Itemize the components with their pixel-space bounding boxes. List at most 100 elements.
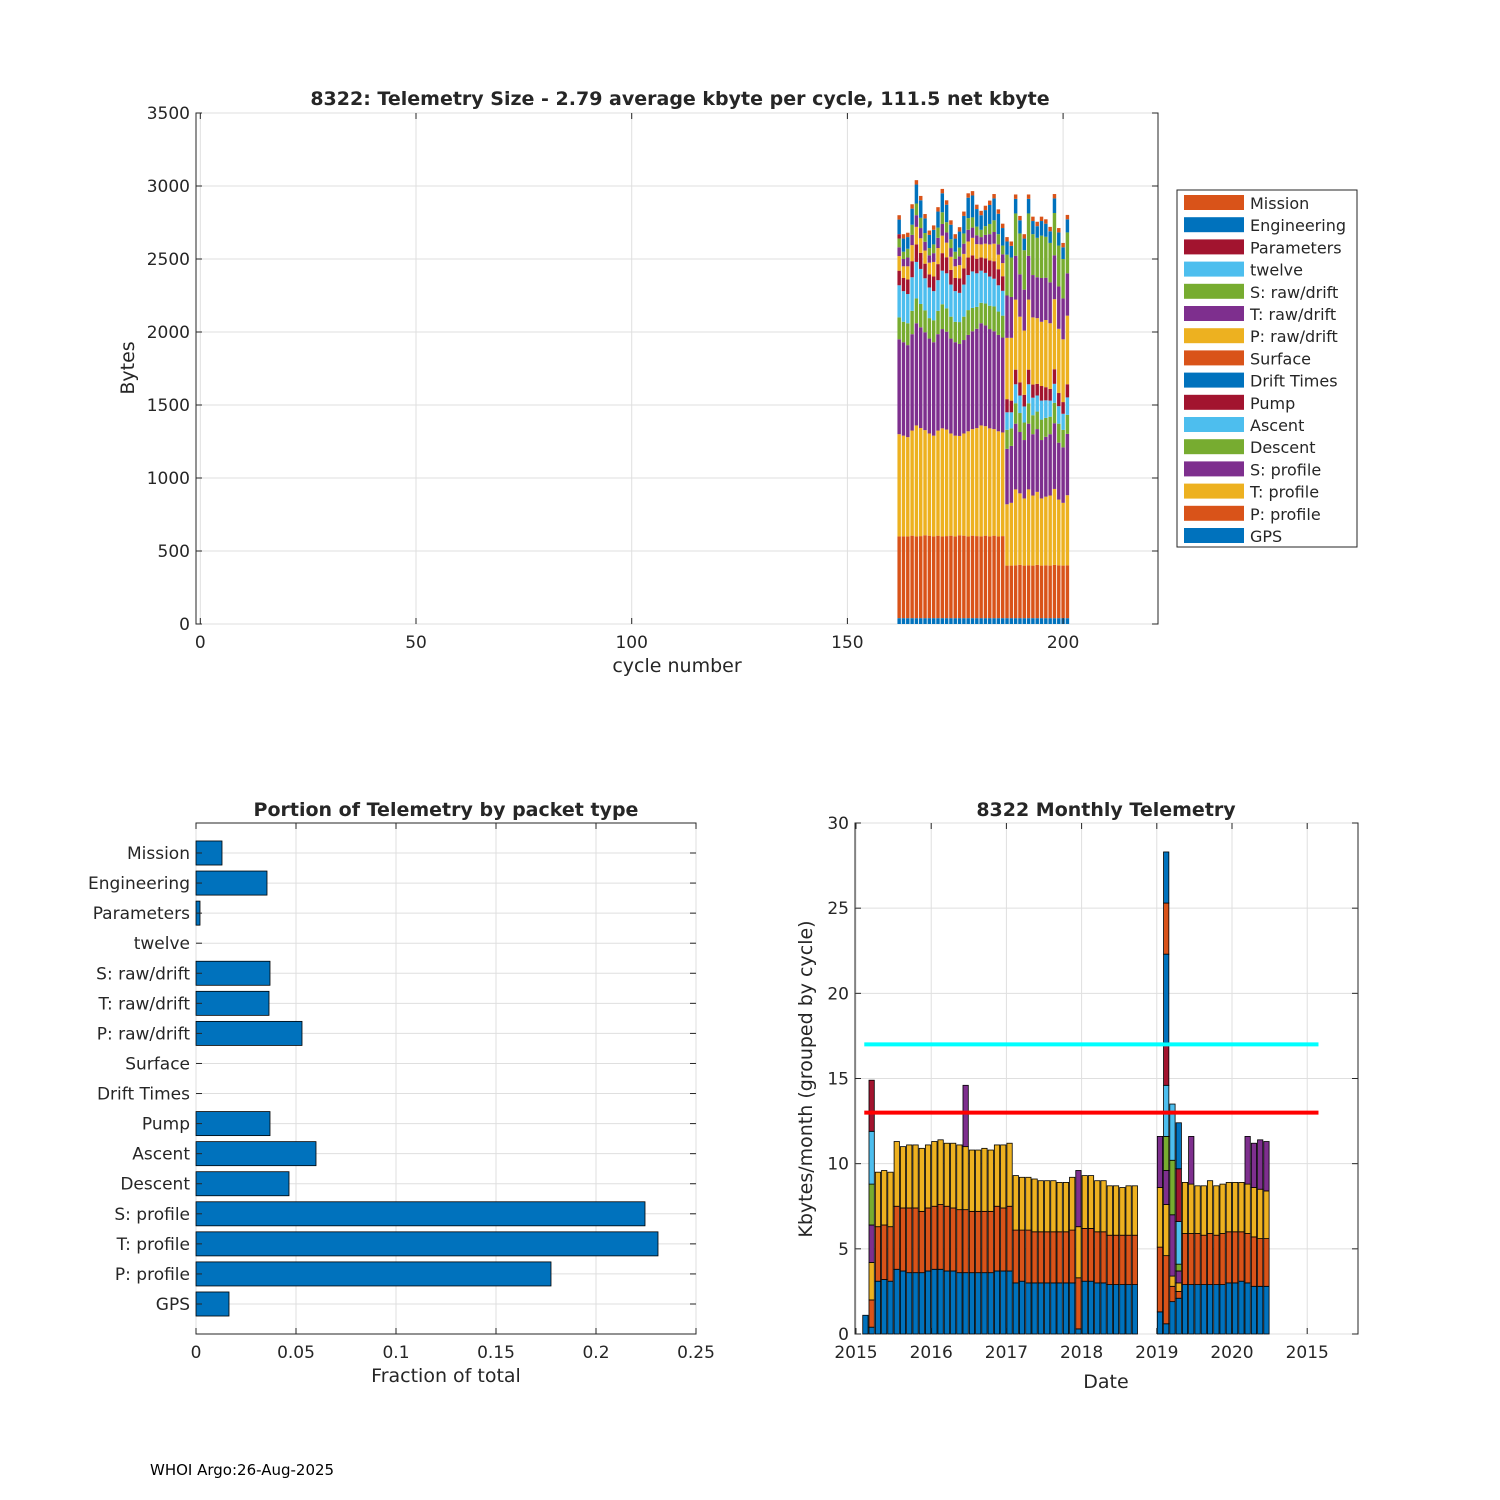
chart1-bar-segment [970, 237, 975, 256]
chart1-bar-segment [1000, 263, 1005, 277]
chart1-bar-segment [992, 278, 996, 307]
chart1-bar-segment [983, 535, 988, 619]
chart1-bar-segment [970, 195, 975, 218]
chart1-legend-label: T: profile [1249, 483, 1319, 502]
chart1-bar-segment [1009, 257, 1014, 297]
chart3-bar-segment [1125, 1185, 1132, 1236]
chart1-ytick-label: 500 [158, 542, 190, 562]
chart1-bar-segment [957, 247, 962, 257]
chart1-bar-segment [966, 193, 970, 198]
chart1-bar-segment [1044, 223, 1048, 237]
chart1-bar-segment [923, 430, 927, 536]
chart1-bar-segment [962, 215, 966, 234]
chart3-bar-segment [950, 1142, 957, 1209]
chart3-bar-segment [1156, 1136, 1164, 1188]
chart1-bar-segment [936, 248, 940, 265]
chart1-bar-segment [1052, 369, 1057, 384]
chart3-bar-segment [1206, 1233, 1214, 1286]
chart3-ytick-label: 25 [827, 899, 849, 919]
chart1-bar-segment [1044, 236, 1048, 278]
chart1-bar-segment [949, 256, 953, 270]
chart3-bar-segment [1087, 1175, 1095, 1229]
chart1-bar-segment [910, 245, 914, 262]
chart1-bar-segment [914, 618, 919, 624]
chart3-bar-segment [1069, 1282, 1076, 1335]
chart1-bar-segment [906, 248, 910, 258]
chart3-bar-segment [1044, 1231, 1051, 1284]
chart1-bar-segment [1044, 618, 1048, 624]
chart3-bar-segment [956, 1144, 963, 1211]
chart1-bar-segment [1048, 434, 1052, 496]
chart1-bar-segment [983, 243, 988, 259]
chart3-bar-segment [1106, 1284, 1113, 1335]
chart2-category-label: Mission [127, 844, 190, 864]
chart3-bar-segment [1200, 1284, 1207, 1335]
chart1-bar-segment [1035, 491, 1039, 565]
chart3-bar-segment [1163, 1204, 1170, 1257]
chart1-bar-segment [1039, 419, 1044, 441]
chart1-bar-segment [1031, 434, 1035, 496]
chart1-bar-segment [983, 205, 988, 211]
chart3-bar-segment [1069, 1229, 1076, 1284]
chart3-bar-segment [1238, 1182, 1245, 1233]
chart1-bar-segment [953, 238, 957, 252]
chart1-bar-segment [1031, 317, 1035, 385]
chart3-bar-segment [893, 1268, 900, 1335]
chart3-bar-segment [937, 1204, 944, 1270]
chart1-bar-segment [1026, 403, 1031, 424]
chart1-legend-swatch [1184, 195, 1244, 210]
chart2-bar [195, 1020, 303, 1046]
chart3-bar-segment [1175, 1168, 1182, 1222]
chart1-bar-segment [957, 278, 962, 293]
chart3-bar-segment [1232, 1182, 1239, 1233]
chart1-bar-segment [944, 204, 949, 223]
chart1-bar-segment [1039, 321, 1044, 387]
chart3-bar-segment [968, 1272, 976, 1335]
chart1-legend-swatch [1184, 394, 1244, 410]
chart1-bar-segment [975, 235, 979, 245]
chart3-xtick-label: 2020 [1210, 1343, 1253, 1363]
chart1-xlabel: cycle number [612, 655, 741, 677]
chart1-bar-segment [996, 234, 1001, 245]
chart3-bar-segment [906, 1207, 913, 1274]
chart3-bar-segment [1075, 1328, 1082, 1335]
chart3-bar-segment [1175, 1282, 1182, 1292]
chart1-bar-segment [1065, 232, 1070, 274]
chart1-bar-segment [1039, 498, 1044, 566]
chart3-bar-segment [962, 1209, 969, 1274]
chart1-bar-segment [910, 234, 914, 246]
chart1-bar-segment [910, 618, 914, 624]
chart1-bar-segment [923, 332, 927, 431]
chart1-bar-segment [1048, 282, 1052, 324]
chart1-bar-segment [901, 291, 906, 322]
chart1-bar-segment [1013, 489, 1018, 566]
chart1-bar-segment [944, 429, 949, 537]
chart3-bar-segment [1056, 1282, 1063, 1335]
chart3-bar-segment [1031, 1231, 1038, 1284]
chart3-bar-segment [887, 1280, 894, 1335]
chart3-bar-segment [1206, 1180, 1214, 1234]
chart3-bar-segment [1075, 1277, 1082, 1330]
chart1-bar-segment [1022, 234, 1026, 239]
chart2-category-label: Surface [125, 1054, 190, 1074]
chart1-axes-box [195, 112, 1159, 625]
chart2-title: Portion of Telemetry by packet type [254, 799, 639, 821]
chart1-bar-segment [919, 303, 923, 328]
chart1-bar-segment [1031, 384, 1035, 398]
chart3-bar-segment [937, 1268, 944, 1335]
chart1-bar-segment [919, 195, 923, 201]
chart1-bar-segment [1044, 565, 1048, 619]
chart1-bar-segment [944, 618, 949, 624]
chart1-bar-segment [1000, 618, 1005, 624]
chart3-bar-segment [868, 1130, 875, 1185]
chart3-ytick-label: 10 [827, 1155, 849, 1175]
chart1-bar-segment [936, 430, 940, 536]
chart1-bar-segment [927, 433, 932, 536]
chart1-bar-segment [936, 264, 940, 281]
chart1-bar-segment [970, 535, 975, 619]
chart3-bar-segment [1044, 1282, 1051, 1335]
chart1-bar-segment [944, 200, 949, 205]
chart1-bar-segment [897, 215, 901, 220]
chart3-bar-segment [1250, 1236, 1258, 1287]
chart3-title: 8322 Monthly Telemetry [976, 799, 1236, 821]
